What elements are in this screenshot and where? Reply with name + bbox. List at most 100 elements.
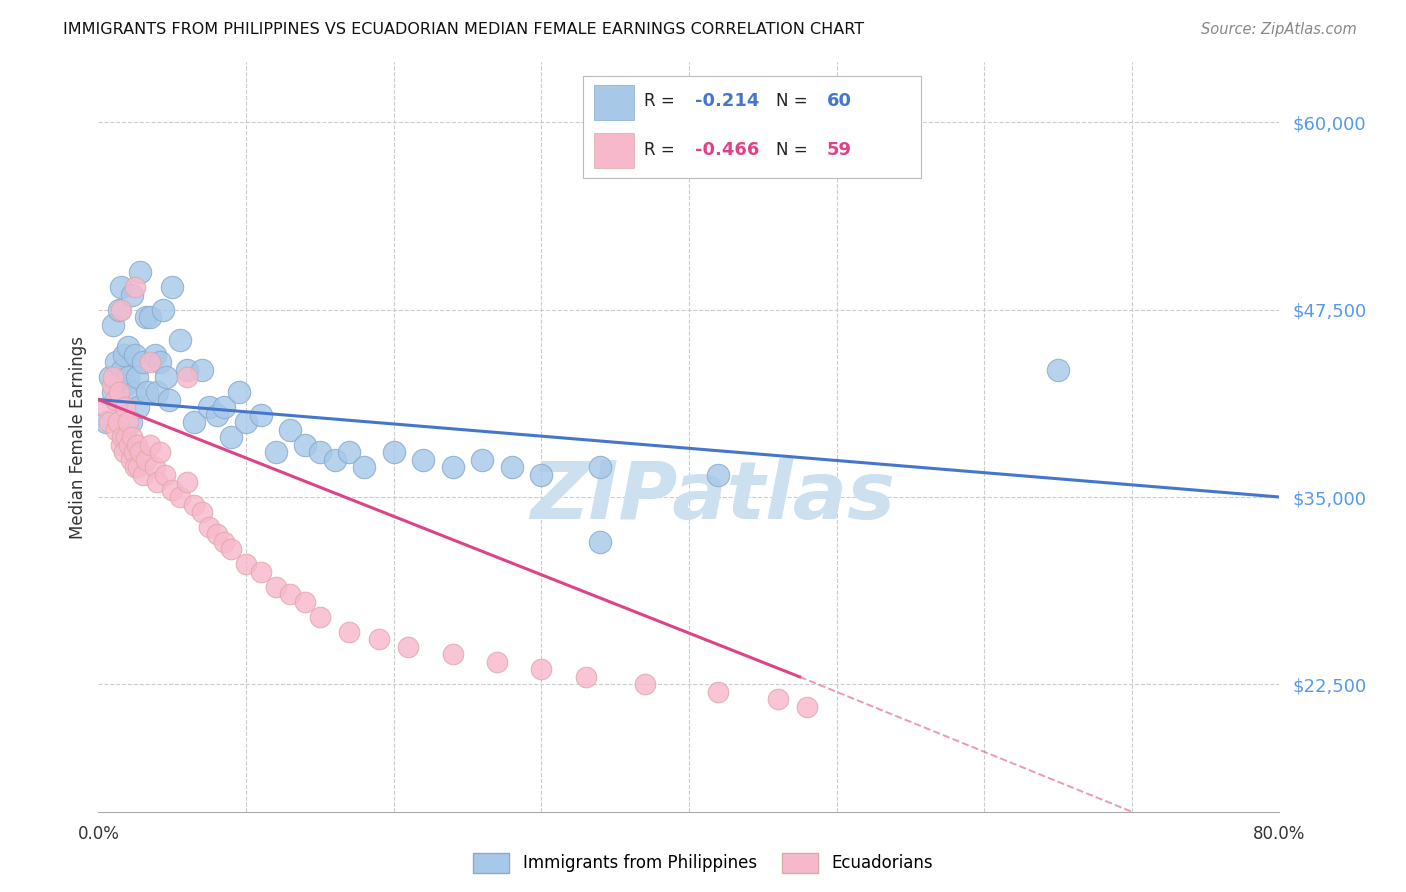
Point [112,445,135,459]
Point [108,385,131,400]
Point [139,310,162,325]
Point [105,355,128,369]
Point [294,437,316,451]
Point [110,437,132,451]
Point [108,302,131,317]
Point [212,535,235,549]
Point [250,565,273,579]
Point [114,400,136,414]
Point [221,542,243,557]
Point [135,310,157,325]
Point [146,385,169,400]
Point [103,318,125,332]
Point [339,445,361,459]
Point [412,452,434,467]
Point [264,580,287,594]
Point [176,370,198,384]
FancyBboxPatch shape [593,85,634,120]
Point [309,610,332,624]
Point [152,302,174,317]
Point [530,662,553,676]
Point [441,648,464,662]
Point [114,430,136,444]
Point [250,408,273,422]
Point [94,415,117,429]
Point [139,355,162,369]
Point [176,475,198,489]
Point [634,677,657,691]
Point [146,475,169,489]
Legend: Immigrants from Philippines, Ecuadorians: Immigrants from Philippines, Ecuadorians [465,847,941,880]
Point [1046,362,1070,376]
Point [157,392,180,407]
Point [353,460,375,475]
Point [169,490,191,504]
Point [117,370,139,384]
Text: 60: 60 [827,93,852,111]
Point [139,437,162,451]
Point [121,287,143,301]
Point [169,333,191,347]
Point [589,535,612,549]
Point [107,415,129,429]
Point [149,445,172,459]
Point [309,445,332,459]
Point [94,400,117,414]
Point [124,348,146,362]
Point [117,340,139,354]
Point [162,483,183,497]
Point [149,355,172,369]
Point [153,467,176,482]
Point [183,415,205,429]
Point [115,430,138,444]
Point [118,437,141,451]
Point [114,377,136,392]
Point [125,437,148,451]
Point [707,467,730,482]
Point [486,655,509,669]
Point [530,467,553,482]
Text: Source: ZipAtlas.com: Source: ZipAtlas.com [1201,22,1357,37]
Point [235,558,257,572]
Point [128,445,150,459]
Point [280,423,302,437]
Point [228,385,250,400]
Point [796,699,818,714]
Point [125,370,148,384]
Point [766,692,789,706]
Point [589,460,612,475]
Point [100,377,122,392]
Point [111,430,134,444]
Point [103,370,125,384]
Point [98,370,121,384]
Point [136,385,159,400]
Point [117,415,139,429]
Point [183,498,205,512]
Point [294,595,316,609]
Point [339,624,361,639]
Point [441,460,464,475]
Point [471,452,494,467]
Text: -0.214: -0.214 [695,93,759,111]
Point [707,685,730,699]
Point [103,385,125,400]
Point [382,445,405,459]
Point [212,400,235,414]
Text: 59: 59 [827,141,852,159]
Point [155,370,177,384]
Point [110,280,132,294]
Point [132,467,155,482]
Text: R =: R = [644,93,681,111]
Point [162,280,183,294]
FancyBboxPatch shape [593,133,634,168]
Point [120,415,142,429]
Point [205,408,228,422]
Text: N =: N = [776,141,813,159]
Point [264,445,287,459]
Point [135,452,157,467]
Point [97,415,120,429]
Point [107,392,129,407]
Text: N =: N = [776,93,813,111]
Text: ZIPatlas: ZIPatlas [530,458,896,536]
Point [124,460,146,475]
